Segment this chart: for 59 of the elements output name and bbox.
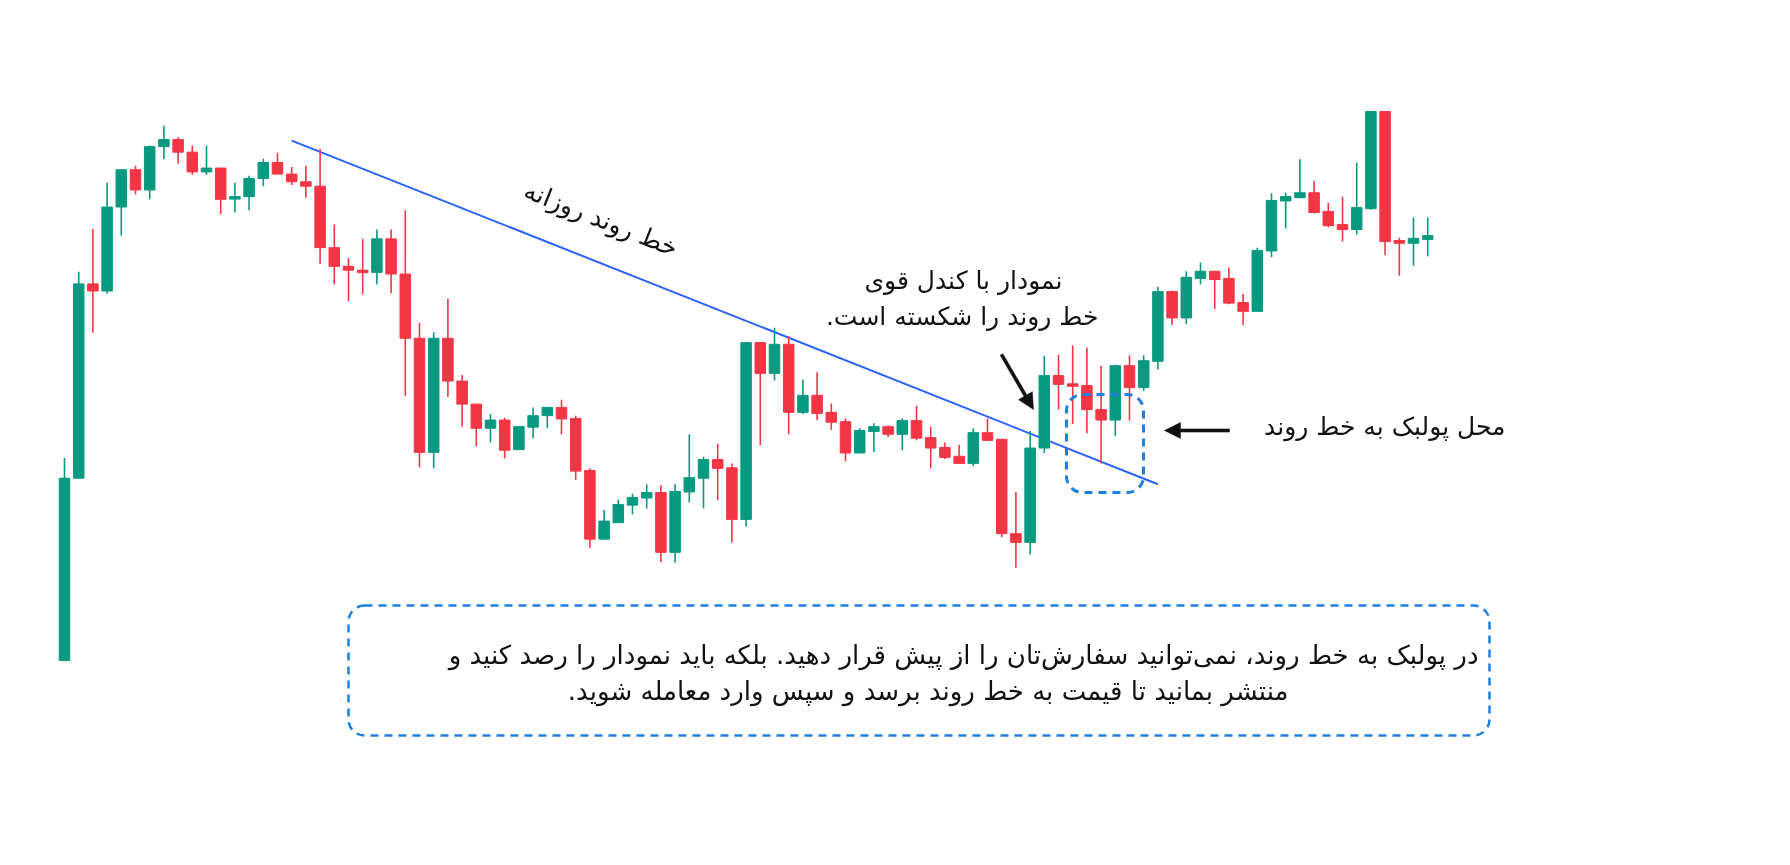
annotation: در پولبک به خط روند، نمی‌توانید سفارش‌تان را از پیش قرار دهید. بلکه باید نمودار را رصد کنید و منتشر بمانید تا قیمت به خط روند برسد و سپس وارد معامله شوید.	[446, 639, 1479, 707]
candlestick	[456, 374, 468, 428]
candlestick	[1294, 158, 1306, 199]
candlestick	[598, 509, 610, 540]
candlestick	[797, 378, 809, 415]
candlestick	[1322, 201, 1335, 229]
candlestick	[697, 456, 710, 510]
candlestick	[910, 404, 923, 442]
candlestick	[924, 425, 937, 470]
candlestick	[513, 425, 525, 451]
candlestick	[1194, 261, 1207, 286]
candlestick	[1421, 216, 1434, 258]
candlestick	[257, 157, 270, 187]
candlestick	[342, 257, 355, 303]
candlestick	[186, 144, 199, 176]
candlestick	[484, 413, 497, 444]
candlestick	[853, 427, 866, 454]
candlestick	[811, 371, 823, 421]
candlestick	[285, 166, 298, 186]
candlestick	[527, 406, 539, 439]
candlestick	[356, 238, 369, 296]
candlestick	[158, 124, 170, 161]
candlestick	[1308, 179, 1320, 215]
candlestick	[1393, 236, 1406, 277]
candlestick	[1237, 292, 1249, 326]
candlestick	[1066, 344, 1079, 425]
candlestick	[896, 417, 909, 452]
candlestick	[87, 228, 99, 334]
candlestick	[612, 498, 625, 524]
candlestick	[271, 151, 284, 175]
candlestick	[555, 398, 568, 436]
candlestick	[129, 165, 142, 196]
candlestick	[172, 136, 184, 165]
candlestick	[1350, 161, 1363, 236]
candlestick	[1336, 195, 1349, 243]
candlestick	[1095, 364, 1107, 465]
candlestick	[243, 174, 255, 212]
candlestick	[300, 165, 312, 199]
candlestick	[200, 144, 213, 176]
candlestick	[825, 402, 838, 431]
candlestick	[868, 422, 880, 453]
candlestick	[229, 182, 241, 214]
candlestick	[1279, 191, 1292, 230]
annotation: نمودار با کندل قوی خط روند را شکسته است.	[825, 266, 1099, 332]
candlestick	[711, 442, 724, 501]
candlestick	[981, 417, 994, 442]
candlestick	[640, 483, 653, 510]
candlestick	[953, 443, 965, 465]
candlestick	[1123, 354, 1136, 422]
candlestick	[1208, 270, 1221, 310]
text: خط روند روزانه	[519, 175, 683, 264]
candlestick	[328, 223, 341, 286]
candlestick	[1052, 353, 1065, 411]
candlestick	[1407, 216, 1420, 267]
candlestick	[1010, 491, 1022, 569]
annotation: محل پولبک به خط روند	[1264, 412, 1506, 442]
candlestick	[683, 433, 696, 504]
candlestick	[541, 406, 554, 430]
candlestick	[626, 492, 639, 516]
